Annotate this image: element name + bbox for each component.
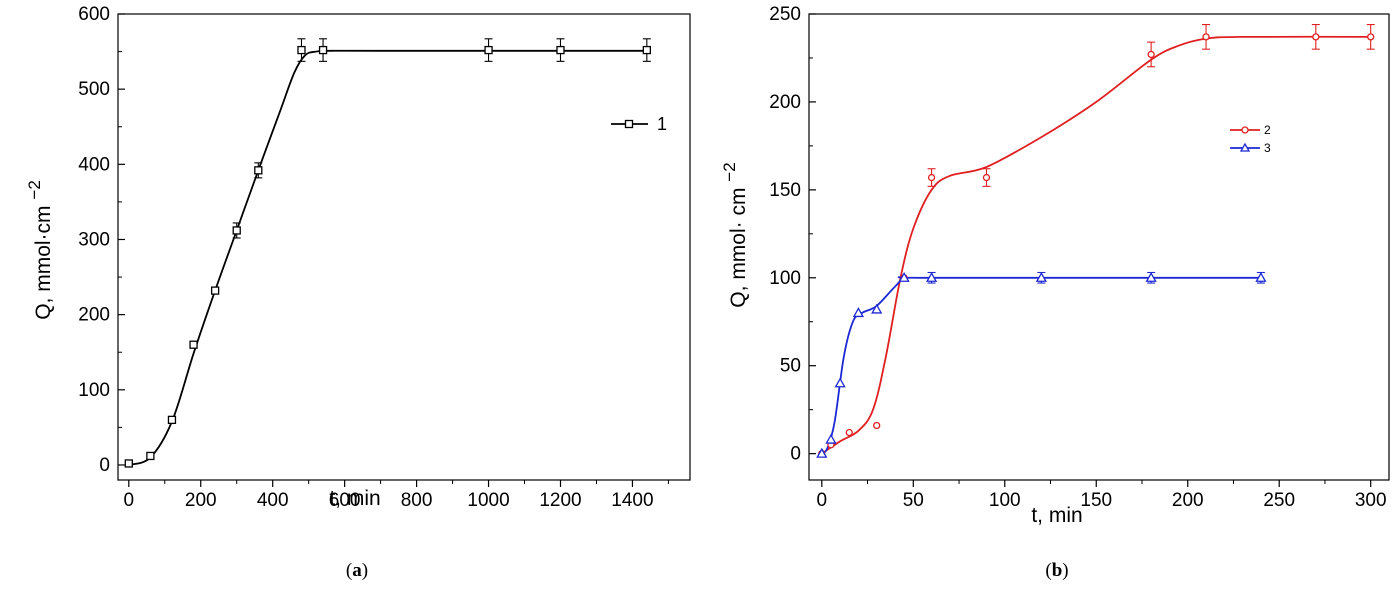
y-axis-title-main-b: Q, mmol· cm (727, 188, 750, 308)
legend-a: 1 (611, 114, 667, 134)
data-point-b-3-9 (1255, 271, 1267, 282)
chart-panel-b: 0 50 100 150 200 250 0 50 100 150 200 250 300 t, mi… (720, 4, 1390, 581)
data-point-b-2-3 (873, 421, 881, 430)
x-axis-title-b: t, min (1031, 504, 1082, 527)
x-tick-label-a-7: 1400 (611, 490, 653, 511)
x-tick-label-b-6: 300 (1355, 490, 1387, 511)
data-point-a-1-5 (232, 226, 241, 235)
panel-label-b: (b) (1045, 560, 1068, 581)
data-point-b-3-8 (1145, 271, 1157, 282)
data-point-a-1-8 (318, 45, 328, 55)
y-axis-title-sup-a: −2 (25, 180, 44, 199)
data-point-a-1-6 (254, 166, 263, 175)
x-axis-ticks-a: 0 200 400 600 800 1000 1200 1400 (124, 480, 669, 511)
y-tick-label-a-3: 300 (78, 229, 110, 250)
x-tick-label-a-2: 400 (257, 490, 289, 511)
y-tick-label-a-5: 500 (78, 79, 110, 100)
data-point-b-3-2 (834, 377, 846, 388)
data-point-b-3-4 (871, 303, 883, 314)
series-points-a (124, 38, 651, 468)
legend-marker-b-3 (1239, 142, 1251, 152)
data-point-a-1-4 (210, 286, 220, 295)
y-axis-title-b: Q, mmol· cm −2 (720, 162, 750, 307)
plot-frame-a (117, 13, 691, 481)
data-point-a-1-3 (189, 340, 198, 349)
panel-label-a: (a) (346, 560, 368, 581)
x-tick-label-b-2: 100 (989, 490, 1021, 511)
y-tick-label-b-4: 200 (769, 92, 801, 113)
y-tick-label-a-2: 200 (78, 305, 110, 326)
data-point-b-2-2 (845, 428, 853, 437)
y-axis-title-main-a: Q, mmol·cm (32, 205, 55, 319)
legend-marker-a-1 (624, 119, 634, 129)
x-tick-label-b-0: 0 (817, 490, 828, 511)
chart-panel-a: 0 100 200 300 400 500 600 0 200 400 600 800 1000 120… (25, 4, 691, 581)
legend-label-b-3: 3 (1264, 141, 1271, 155)
legend-marker-b-2 (1241, 126, 1249, 134)
x-tick-label-a-4: 800 (401, 490, 433, 511)
y-tick-label-a-1: 100 (78, 380, 110, 401)
y-tick-label-b-1: 50 (780, 356, 801, 377)
y-tick-label-b-2: 100 (769, 268, 801, 289)
data-point-b-3-7 (1035, 271, 1047, 282)
x-tick-label-a-1: 200 (185, 490, 217, 511)
data-point-b-3-3 (852, 307, 865, 318)
y-tick-label-b-3: 150 (769, 180, 801, 201)
data-point-a-1-10 (556, 45, 565, 55)
y-tick-label-a-4: 400 (78, 154, 110, 175)
series-line-b-3 (821, 276, 1261, 455)
y-tick-label-b-5: 250 (769, 4, 801, 25)
data-point-a-1-0 (124, 459, 133, 468)
data-point-b-2-7 (1147, 50, 1155, 59)
series-lines-a (128, 49, 647, 466)
data-point-b-3-5 (898, 271, 910, 282)
y-axis-ticks-b: 0 50 100 150 200 250 (769, 4, 816, 465)
x-tick-label-b-5: 250 (1263, 490, 1295, 511)
data-point-b-2-9 (1312, 33, 1320, 41)
y-tick-label-a-0: 0 (99, 455, 110, 476)
data-point-b-3-0 (816, 447, 828, 458)
y-axis-title-sup-b: −2 (720, 162, 739, 181)
x-axis-title-a: t, min (329, 487, 380, 510)
data-point-b-2-6 (982, 173, 991, 182)
data-point-b-2-8 (1202, 33, 1210, 41)
data-point-b-3-1 (825, 433, 837, 444)
series-lines-b (821, 35, 1371, 455)
data-point-b-2-10 (1367, 33, 1375, 41)
data-point-a-1-7 (297, 45, 306, 55)
data-point-a-1-2 (167, 415, 177, 425)
plot-frame-b (808, 13, 1390, 481)
x-tick-label-b-4: 200 (1172, 490, 1204, 511)
y-tick-label-b-0: 0 (790, 444, 801, 465)
data-point-a-1-11 (642, 45, 651, 55)
data-point-a-1-1 (146, 451, 155, 461)
x-tick-label-a-3: 600 (329, 490, 361, 511)
data-point-b-3-6 (925, 271, 938, 282)
legend-b: 2 3 (1230, 123, 1271, 155)
x-tick-label-b-3: 150 (1080, 490, 1112, 511)
y-axis-title-a: Q, mmol·cm −2 (25, 180, 55, 320)
legend-label-a-1: 1 (657, 114, 667, 134)
x-tick-label-a-0: 0 (124, 490, 135, 511)
series-line-b-2 (821, 35, 1371, 455)
data-point-b-2-5 (927, 173, 936, 182)
y-tick-label-a-6: 600 (78, 4, 110, 25)
legend-label-b-2: 2 (1264, 123, 1271, 137)
x-tick-label-a-5: 1000 (467, 490, 509, 511)
x-axis-ticks-b: 0 50 100 150 200 250 300 (817, 480, 1387, 511)
series-line-a-1 (128, 49, 647, 466)
y-axis-ticks-a: 0 100 200 300 400 500 600 (78, 4, 125, 476)
series-points-b (816, 24, 1375, 458)
x-tick-label-b-1: 50 (903, 490, 924, 511)
data-point-a-1-9 (484, 45, 493, 55)
x-tick-label-a-6: 1200 (539, 490, 581, 511)
